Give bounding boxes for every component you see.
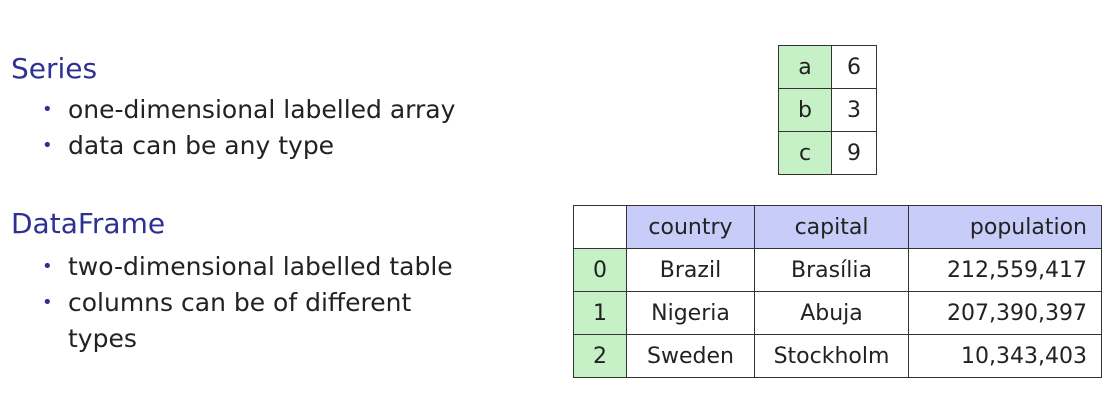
series-bullet-text: data can be any type xyxy=(68,131,335,160)
table-row: 0 Brazil Brasília 212,559,417 xyxy=(573,248,1102,292)
series-example-table: a 6 b 3 c 9 xyxy=(778,45,877,175)
table-row: c 9 xyxy=(778,131,877,175)
bullet-dot-icon: • xyxy=(42,292,53,313)
column-header-population: population xyxy=(908,205,1102,249)
dataframe-heading: DataFrame xyxy=(11,207,166,240)
dataframe-bullet-text: columns can be of different xyxy=(68,288,412,317)
row-index-cell: 1 xyxy=(573,291,627,335)
bullet-dot-icon: • xyxy=(42,99,53,120)
table-header-row: country capital population xyxy=(573,205,1102,249)
dataframe-example-table: country capital population 0 Brazil Bras… xyxy=(573,205,1102,378)
table-row: 2 Sweden Stockholm 10,343,403 xyxy=(573,334,1102,378)
series-bullet-text: one-dimensional labelled array xyxy=(68,95,456,124)
corner-cell xyxy=(573,205,627,249)
column-header-capital: capital xyxy=(754,205,909,249)
capital-cell: Stockholm xyxy=(754,334,909,378)
series-value-cell: 6 xyxy=(831,45,877,89)
dataframe-bullet-text: two-dimensional labelled table xyxy=(68,252,453,281)
series-index-cell: a xyxy=(778,45,832,89)
population-cell: 212,559,417 xyxy=(908,248,1102,292)
series-bullet: • data can be any type xyxy=(40,128,455,164)
country-cell: Sweden xyxy=(626,334,755,378)
population-cell: 207,390,397 xyxy=(908,291,1102,335)
series-bullet: • one-dimensional labelled array xyxy=(40,92,455,128)
table-row: 1 Nigeria Abuja 207,390,397 xyxy=(573,291,1102,335)
table-row: a 6 xyxy=(778,45,877,89)
dataframe-bullet-text-continued: types xyxy=(68,324,137,353)
dataframe-bullet: • two-dimensional labelled table xyxy=(40,249,453,285)
country-cell: Brazil xyxy=(626,248,755,292)
capital-cell: Abuja xyxy=(754,291,909,335)
series-heading: Series xyxy=(11,52,98,85)
table-row: b 3 xyxy=(778,88,877,132)
series-index-cell: c xyxy=(778,131,832,175)
series-value-cell: 9 xyxy=(831,131,877,175)
bullet-dot-icon: • xyxy=(42,256,53,277)
dataframe-bullet: • columns can be of different types xyxy=(40,285,453,357)
capital-cell: Brasília xyxy=(754,248,909,292)
series-bullet-list: • one-dimensional labelled array • data ca… xyxy=(40,92,455,164)
series-value-cell: 3 xyxy=(831,88,877,132)
row-index-cell: 0 xyxy=(573,248,627,292)
bullet-dot-icon: • xyxy=(42,135,53,156)
series-index-cell: b xyxy=(778,88,832,132)
row-index-cell: 2 xyxy=(573,334,627,378)
column-header-country: country xyxy=(626,205,755,249)
population-cell: 10,343,403 xyxy=(908,334,1102,378)
country-cell: Nigeria xyxy=(626,291,755,335)
dataframe-bullet-list: • two-dimensional labelled table • columns… xyxy=(40,249,453,357)
